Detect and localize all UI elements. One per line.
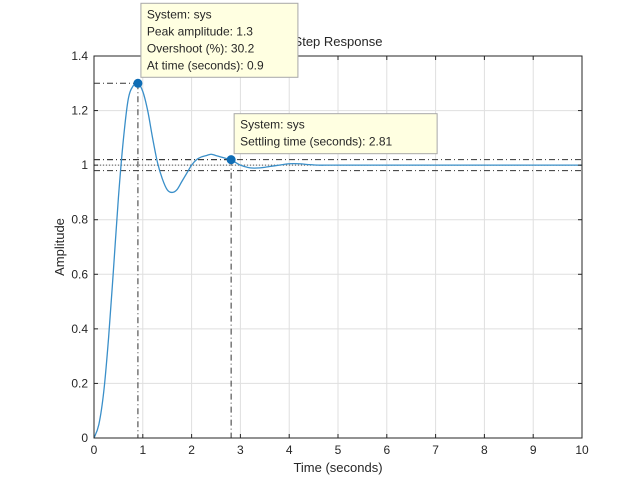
x-tick-label: 3: [237, 443, 244, 457]
y-tick-label: 0.6: [71, 267, 88, 281]
x-tick-label: 10: [575, 443, 589, 457]
data-tip-box: [233, 113, 438, 155]
data-tip-point: [133, 78, 143, 88]
data-tip-box: [140, 2, 299, 78]
data-tip-line: At time (seconds): 0.9: [147, 58, 264, 72]
data-tip: System: sys Peak amplitude: 1.3 Overshoot …: [133, 2, 299, 88]
data-tip-line: Settling time (seconds): 2.81: [240, 135, 392, 149]
data-tip-point: [226, 155, 236, 165]
y-tick-label: 0.4: [71, 322, 88, 336]
y-tick-label: 0.2: [71, 376, 88, 390]
data-tip-line: Peak amplitude: 1.3: [147, 24, 253, 38]
x-tick-label: 4: [286, 443, 293, 457]
data-tips: System: sys Peak amplitude: 1.3 Overshoot …: [133, 2, 438, 165]
x-tick-label: 7: [432, 443, 439, 457]
x-tick-label: 0: [91, 443, 98, 457]
x-axis-label: Time (seconds): [293, 460, 382, 475]
y-tick-label: 1.4: [71, 49, 88, 63]
y-axis-label: Amplitude: [52, 218, 67, 276]
series-layer: [93, 82, 582, 439]
y-tick-label: 1.2: [71, 104, 88, 118]
data-tip: System: sys Settling time (seconds): 2.81: [226, 113, 438, 165]
ticks: 0 1 2 3 4 5 6 7 8 9 10 0 0.2 0.4 0.6 0.8 1 1.2 1.4: [71, 49, 589, 457]
step-response-line: [93, 82, 582, 439]
x-tick-label: 1: [139, 443, 146, 457]
y-tick-label: 0.8: [71, 213, 88, 227]
x-tick-label: 5: [335, 443, 342, 457]
chart-title: Step Response: [294, 34, 383, 49]
data-tip-line: System: sys: [240, 118, 305, 132]
y-tick-label: 0: [81, 431, 88, 445]
data-tip-line: System: sys: [147, 7, 212, 21]
x-tick-label: 6: [383, 443, 390, 457]
y-tick-label: 1: [81, 158, 88, 172]
x-tick-label: 8: [481, 443, 488, 457]
x-tick-label: 2: [188, 443, 195, 457]
x-tick-label: 9: [530, 443, 537, 457]
data-tip-line: Overshoot (%): 30.2: [147, 41, 255, 55]
